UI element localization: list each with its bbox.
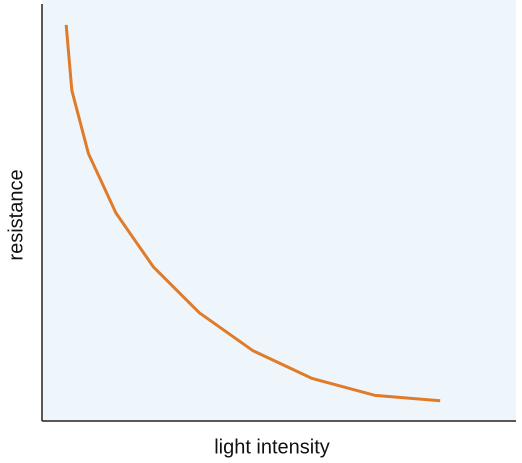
data-line: [64, 24, 441, 403]
plot-area: [42, 0, 516, 421]
x-axis-label: light intensity: [214, 436, 330, 458]
y-axis-label: resistance: [5, 169, 27, 260]
